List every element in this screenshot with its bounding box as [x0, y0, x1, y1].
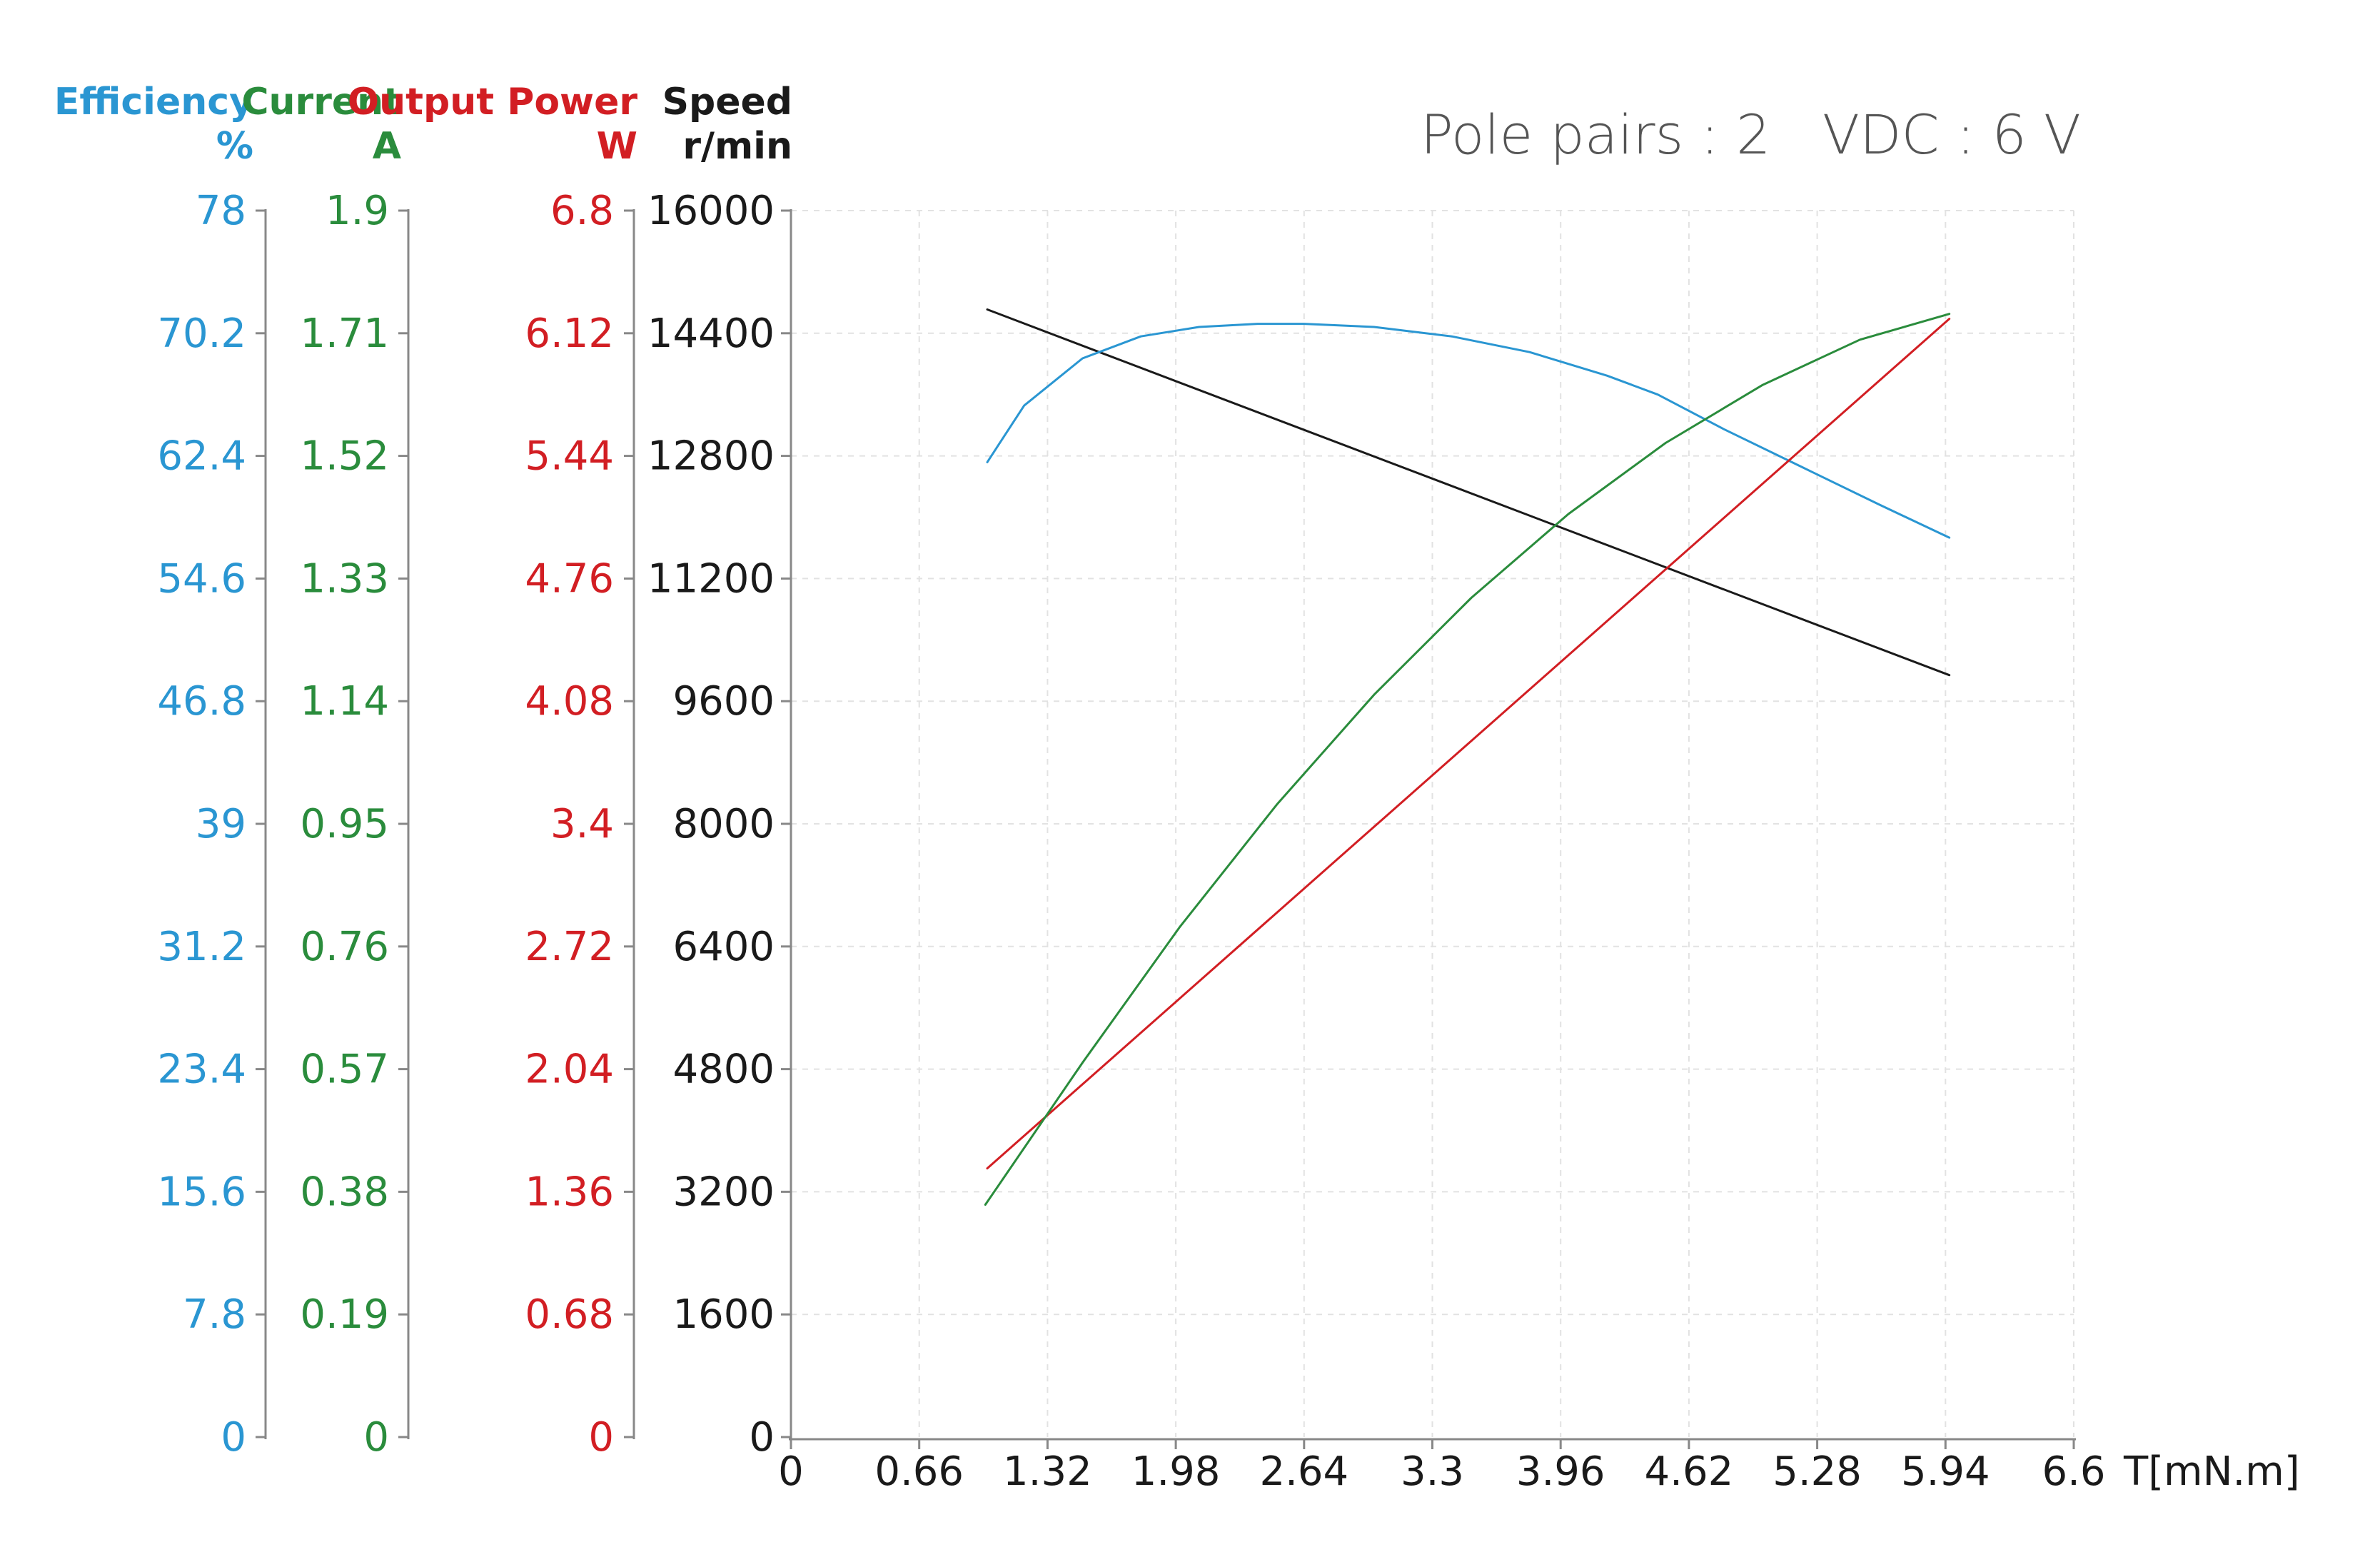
efficiency-tick-label: 7.8 [183, 1291, 246, 1338]
power-axis-title: Output Power [348, 81, 637, 124]
efficiency-tick-label: 54.6 [157, 555, 246, 602]
power-tick-label: 0 [588, 1414, 614, 1461]
speed-tick-label: 8000 [672, 801, 775, 847]
efficiency-tick-label: 31.2 [157, 924, 246, 970]
power-tick-label: 6.12 [525, 311, 614, 357]
power-tick-label: 5.44 [525, 433, 614, 480]
axes: 0 7.8 15.6 23.4 31.2 39 46.8 54.6 62.4 70.2 78 Effi… [54, 81, 2106, 1495]
speed-tick-label: 9600 [672, 678, 775, 725]
x-tick-label: 1.32 [1003, 1448, 1092, 1495]
power-tick-label: 4.08 [525, 678, 614, 725]
x-tick-label: 1.98 [1131, 1448, 1221, 1495]
x-tick-label: 3.3 [1401, 1448, 1464, 1495]
current-tick-label: 1.71 [300, 311, 389, 357]
current-series-line [984, 313, 1951, 1206]
current-tick-label: 0.95 [300, 801, 389, 847]
efficiency-axis-title: Efficiency [54, 81, 253, 124]
power-axis-unit: W [597, 125, 637, 168]
power-tick-label: 4.76 [525, 555, 614, 602]
speed-axis-unit: r/min [682, 125, 792, 168]
x-tick-label: 4.62 [1645, 1448, 1734, 1495]
speed-tick-label: 0 [749, 1414, 775, 1461]
current-axis-unit: A [373, 125, 401, 168]
power-tick-label: 2.72 [525, 924, 614, 970]
speed-tick-label: 16000 [647, 188, 775, 234]
x-tick-label: 6.6 [2042, 1448, 2105, 1495]
power-tick-label: 3.4 [550, 801, 614, 847]
efficiency-tick-label: 62.4 [157, 433, 246, 480]
power-tick-label: 1.36 [525, 1169, 614, 1215]
current-tick-label: 0 [363, 1414, 389, 1461]
current-tick-label: 1.52 [300, 433, 389, 480]
x-tick-label: 3.96 [1516, 1448, 1605, 1495]
power-tick-label: 2.04 [525, 1047, 614, 1093]
current-tick-label: 0.19 [300, 1291, 389, 1338]
speed-tick-label: 12800 [647, 433, 775, 480]
efficiency-series-line [986, 323, 1951, 539]
current-axis-title: Current [241, 81, 401, 124]
current-tick-label: 1.9 [326, 188, 389, 234]
grid [791, 210, 2074, 1437]
speed-tick-label: 11200 [647, 555, 775, 602]
chart-title: Pole pairs : 2 VDC : 6 V [1421, 103, 2081, 166]
efficiency-axis-unit: % [216, 125, 253, 168]
power-series-line [986, 318, 1951, 1170]
power-tick-label: 6.8 [550, 188, 614, 234]
speed-tick-label: 4800 [672, 1047, 775, 1093]
efficiency-tick-label: 70.2 [157, 311, 246, 357]
efficiency-tick-label: 39 [196, 801, 246, 847]
speed-tick-label: 6400 [672, 924, 775, 970]
speed-series-line [986, 308, 1951, 677]
x-tick-label: 2.64 [1259, 1448, 1348, 1495]
x-tick-label: 5.94 [1901, 1448, 1990, 1495]
x-tick-label: 5.28 [1773, 1448, 1862, 1495]
speed-tick-label: 14400 [647, 311, 775, 357]
speed-tick-label: 3200 [672, 1169, 775, 1215]
current-tick-label: 0.76 [300, 924, 389, 970]
power-tick-label: 0.68 [525, 1291, 614, 1338]
efficiency-tick-label: 78 [196, 188, 246, 234]
efficiency-tick-label: 23.4 [157, 1047, 246, 1093]
current-tick-label: 0.38 [300, 1169, 389, 1215]
current-tick-label: 1.33 [300, 555, 389, 602]
efficiency-tick-label: 46.8 [157, 678, 246, 725]
efficiency-tick-label: 0 [221, 1414, 246, 1461]
x-tick-label: 0 [778, 1448, 804, 1495]
x-tick-label: 0.66 [874, 1448, 964, 1495]
speed-tick-label: 1600 [672, 1291, 775, 1338]
current-tick-label: 0.57 [300, 1047, 389, 1093]
x-axis-label: T[mN.m] [2123, 1448, 2300, 1495]
current-tick-label: 1.14 [300, 678, 389, 725]
speed-axis-title: Speed [662, 81, 792, 124]
series-lines [984, 308, 1951, 1206]
efficiency-tick-label: 15.6 [157, 1169, 246, 1215]
